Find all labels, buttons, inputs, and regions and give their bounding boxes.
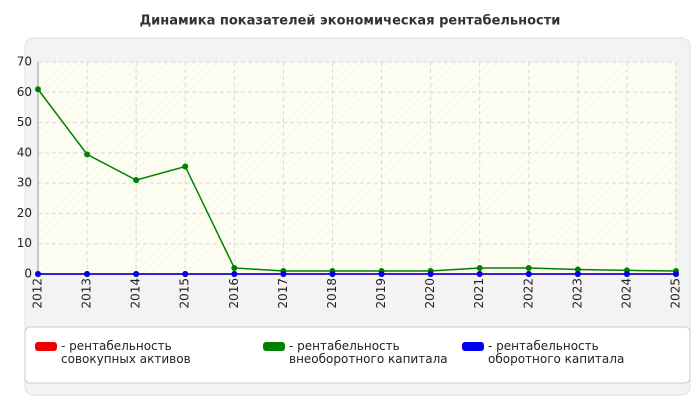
x-tick-label: 2023 bbox=[570, 278, 584, 309]
legend-item[interactable]: - рентабельность внеоборотного капитала bbox=[263, 340, 453, 366]
data-point bbox=[35, 271, 41, 277]
x-tick-label: 2025 bbox=[669, 278, 683, 309]
data-point bbox=[35, 86, 41, 93]
legend-label: - рентабельность оборотного капитала bbox=[488, 339, 625, 366]
data-point bbox=[673, 271, 679, 277]
y-tick-label: 60 bbox=[17, 85, 32, 99]
data-point bbox=[476, 264, 483, 271]
data-point bbox=[182, 163, 189, 170]
plot-area bbox=[38, 62, 676, 274]
x-tick-label: 2012 bbox=[31, 278, 45, 309]
legend-swatch bbox=[35, 342, 57, 351]
x-tick-label: 2024 bbox=[619, 278, 633, 309]
x-tick-label: 2021 bbox=[472, 278, 486, 309]
data-point bbox=[574, 271, 581, 277]
x-tick-label: 2015 bbox=[178, 278, 192, 309]
chart-title: Динамика показателей экономическая рента… bbox=[140, 14, 561, 29]
y-tick-label: 30 bbox=[17, 176, 32, 190]
x-tick-label: 2019 bbox=[374, 278, 388, 309]
y-tick-label: 10 bbox=[17, 236, 32, 250]
data-point bbox=[84, 151, 91, 158]
data-point bbox=[525, 264, 532, 271]
data-point bbox=[525, 271, 532, 277]
y-tick-label: 40 bbox=[17, 145, 32, 159]
data-point bbox=[133, 177, 140, 184]
y-tick-label: 20 bbox=[17, 206, 32, 220]
legend-box bbox=[24, 326, 691, 384]
x-tick-label: 2017 bbox=[276, 278, 290, 309]
legend-swatch bbox=[462, 342, 484, 351]
x-tick-label: 2020 bbox=[423, 278, 437, 309]
data-point bbox=[574, 266, 581, 273]
legend-item[interactable]: - рентабельность оборотного капитала bbox=[462, 340, 672, 366]
data-point bbox=[427, 271, 434, 277]
legend-label: - рентабельность совокупных активов bbox=[61, 339, 191, 366]
data-point bbox=[476, 271, 483, 277]
data-point bbox=[378, 271, 385, 277]
data-point bbox=[231, 271, 238, 277]
data-point bbox=[280, 271, 287, 277]
y-tick-label: 70 bbox=[17, 55, 32, 69]
data-point bbox=[329, 271, 336, 277]
x-tick-label: 2018 bbox=[325, 278, 339, 309]
legend-label: - рентабельность внеоборотного капитала bbox=[289, 339, 448, 366]
series-line bbox=[37, 88, 677, 272]
y-tick-label: 0 bbox=[24, 267, 32, 281]
y-tick-label: 50 bbox=[17, 115, 32, 129]
data-point bbox=[133, 271, 140, 277]
legend-swatch bbox=[263, 342, 285, 351]
x-tick-label: 2013 bbox=[80, 278, 94, 309]
data-point bbox=[231, 264, 238, 271]
data-point bbox=[84, 271, 91, 277]
data-point bbox=[182, 271, 189, 277]
x-tick-label: 2016 bbox=[227, 278, 241, 309]
x-tick-label: 2014 bbox=[129, 278, 143, 309]
data-point bbox=[623, 271, 630, 277]
x-tick-label: 2022 bbox=[521, 278, 535, 309]
legend-item[interactable]: - рентабельность совокупных активов bbox=[35, 340, 225, 366]
